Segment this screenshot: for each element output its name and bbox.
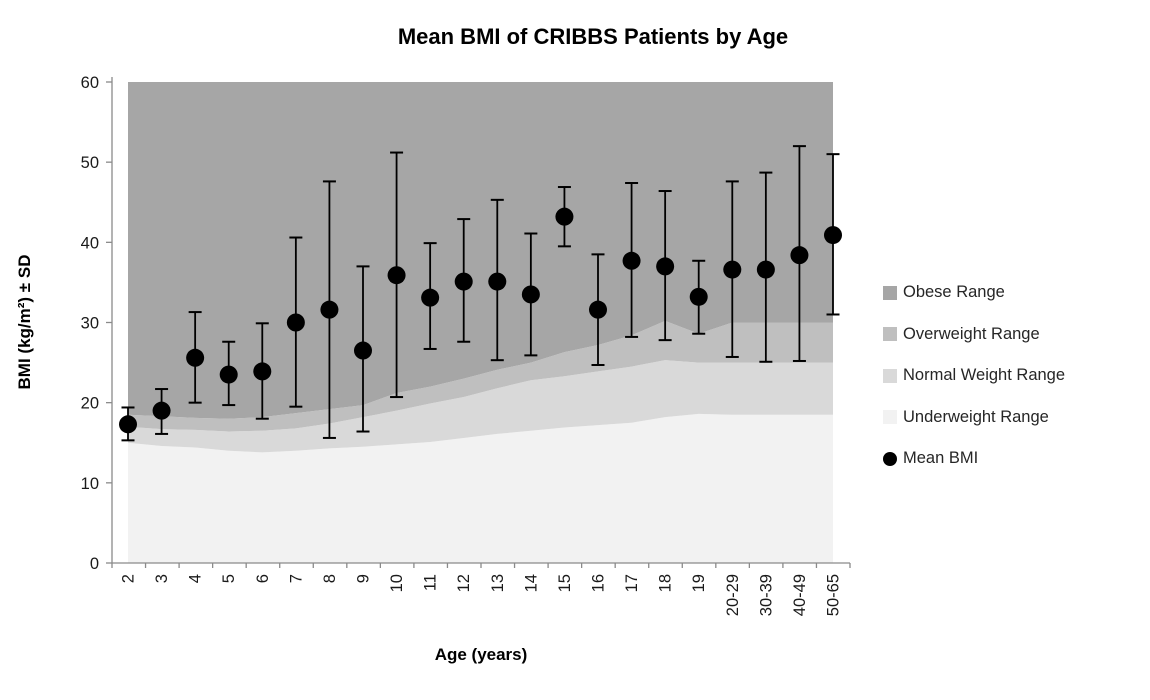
underweight-range-band [128, 413, 833, 563]
legend-label: Obese Range [903, 283, 1005, 302]
mean-bmi-point [656, 257, 675, 276]
mean-bmi-point [689, 287, 708, 306]
x-tick-label: 4 [187, 574, 205, 583]
y-tick-label: 20 [81, 395, 99, 413]
chart-title: Mean BMI of CRIBBS Patients by Age [397, 24, 789, 49]
legend-item: Overweight Range [883, 314, 1143, 356]
legend-item: Underweight Range [883, 397, 1143, 439]
y-axis-title: BMI (kg/m²) ± SD [15, 255, 34, 390]
x-tick-label: 20-29 [724, 574, 742, 616]
chart-legend: Obese Range Overweight Range Normal Weight… [883, 272, 1143, 480]
x-tick-label: 11 [422, 574, 440, 591]
mean-bmi-point [589, 300, 607, 319]
mean-bmi-point [152, 401, 171, 420]
x-tick-label: 13 [489, 574, 507, 592]
mean-bmi-point [253, 362, 272, 381]
mean-bmi-point [286, 313, 305, 332]
legend-label: Mean BMI [903, 449, 979, 468]
legend-label: Normal Weight Range [903, 366, 1066, 385]
weight-range-bands [128, 82, 833, 563]
legend-square-swatch [883, 410, 897, 425]
legend-item: Mean BMI [883, 438, 1143, 480]
legend-item: Obese Range [883, 272, 1143, 314]
mean-bmi-point [824, 226, 842, 245]
y-tick-label: 40 [81, 234, 99, 252]
legend-item: Normal Weight Range [883, 355, 1143, 397]
x-tick-label: 8 [321, 574, 339, 583]
legend-square-swatch [883, 368, 897, 383]
legend-label: Overweight Range [903, 324, 1040, 343]
mean-bmi-point [354, 341, 372, 360]
x-tick-label: 7 [287, 574, 305, 583]
mean-bmi-point [119, 415, 137, 434]
obese-range-band [128, 82, 833, 419]
y-tick-label: 30 [81, 315, 99, 333]
mean-bmi-point [723, 260, 742, 279]
legend-label: Underweight Range [903, 407, 1049, 426]
mean-bmi-point [186, 348, 205, 367]
x-tick-label: 17 [623, 574, 641, 592]
x-tick-label: 14 [522, 574, 540, 592]
mean-bmi-point [521, 285, 540, 304]
x-tick-label: 3 [153, 574, 171, 583]
y-tick-label: 60 [81, 74, 99, 92]
mean-bmi-points [119, 207, 842, 434]
x-tick-label: 50-65 [825, 574, 843, 616]
mean-bmi-point [622, 251, 641, 270]
x-tick-label: 40-49 [791, 574, 809, 616]
y-axis-tick-labels: 0 10 20 30 40 50 60 [81, 74, 99, 573]
normal-weight-range-band [128, 360, 833, 453]
x-tick-label: 18 [657, 574, 675, 592]
x-tick-label: 19 [690, 574, 708, 592]
x-tick-label: 2 [120, 574, 138, 583]
mean-bmi-point [387, 266, 406, 285]
x-tick-label: 16 [590, 574, 608, 592]
x-tick-label: 10 [388, 574, 406, 592]
overweight-range-band [128, 320, 833, 432]
legend-square-swatch [883, 327, 897, 342]
legend-circle-marker [883, 451, 897, 466]
mean-bmi-point [756, 260, 775, 279]
axes [106, 77, 851, 568]
x-tick-label: 6 [254, 574, 272, 583]
x-tick-label: 30-39 [757, 574, 775, 616]
mean-bmi-point [790, 246, 809, 265]
x-tick-label: 15 [556, 574, 574, 592]
y-tick-label: 10 [81, 475, 99, 493]
x-tick-label: 5 [220, 574, 238, 583]
mean-bmi-point [219, 365, 238, 384]
legend-square-swatch [883, 285, 897, 300]
x-tick-label: 9 [355, 574, 373, 583]
y-tick-label: 0 [90, 555, 99, 573]
mean-bmi-point [488, 272, 507, 291]
x-axis-tick-labels: 2 3 4 5 6 7 8 9 10 11 12 13 14 15 16 17 18 19 20-29 30-39 40… [120, 574, 843, 616]
mean-bmi-point [421, 288, 440, 307]
mean-bmi-point [454, 272, 473, 291]
x-tick-label: 12 [455, 574, 473, 592]
mean-bmi-point [320, 300, 339, 319]
y-tick-label: 50 [81, 154, 99, 172]
mean-bmi-point [555, 207, 574, 226]
x-axis-title: Age (years) [435, 645, 528, 664]
